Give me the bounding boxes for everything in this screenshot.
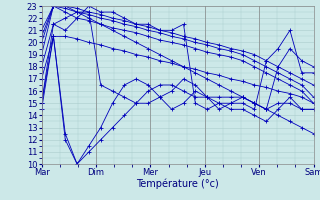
- X-axis label: Température (°c): Température (°c): [136, 179, 219, 189]
